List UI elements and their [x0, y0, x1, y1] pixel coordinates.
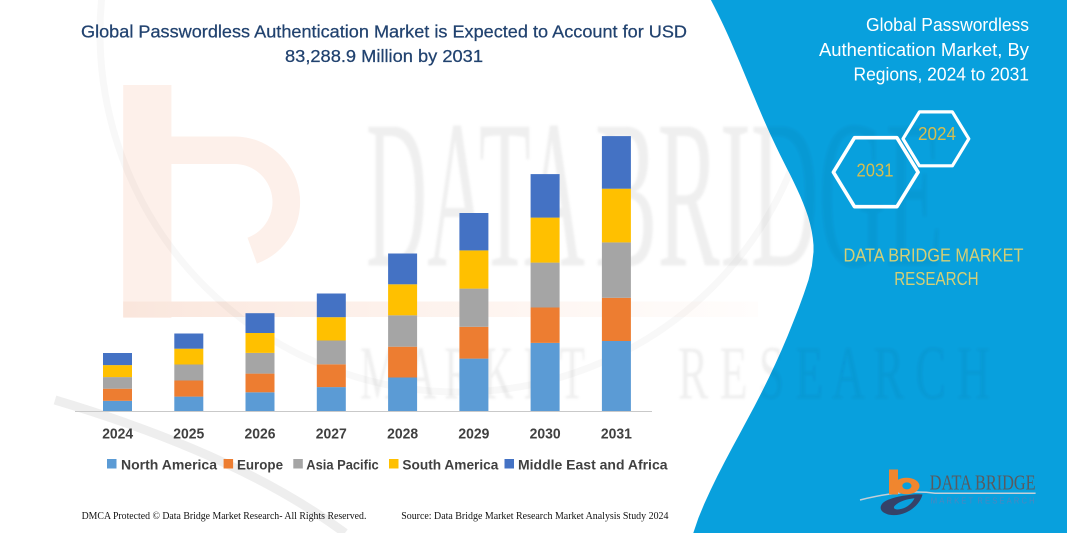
svg-text:2028: 2028: [387, 427, 418, 443]
svg-text:DMCA Protected © Data Bridge M: DMCA Protected © Data Bridge Market Rese…: [82, 510, 367, 522]
svg-text:Source: Data Bridge Market Res: Source: Data Bridge Market Research Mark…: [401, 510, 669, 522]
svg-text:Europe: Europe: [237, 458, 283, 473]
svg-text:Global Passwordless: Global Passwordless: [866, 15, 1029, 35]
svg-text:2024: 2024: [918, 124, 956, 144]
svg-text:Asia Pacific: Asia Pacific: [306, 458, 379, 473]
svg-text:2027: 2027: [316, 427, 347, 443]
svg-text:2025: 2025: [173, 427, 204, 443]
svg-text:DATA BRIDGE MARKET: DATA BRIDGE MARKET: [844, 245, 1024, 266]
svg-text:2024: 2024: [102, 427, 133, 443]
svg-text:Global Passwordless Authentica: Global Passwordless Authentication Marke…: [81, 21, 687, 41]
svg-text:North America: North America: [121, 458, 218, 473]
svg-text:2026: 2026: [245, 427, 276, 443]
svg-text:Middle East and Africa: Middle East and Africa: [518, 458, 668, 473]
svg-text:2029: 2029: [458, 427, 489, 443]
svg-text:2031: 2031: [601, 427, 632, 443]
svg-text:M A R K E T R E S E A R C H: M A R K E T R E S E A R C H: [931, 496, 1035, 505]
svg-text:2030: 2030: [530, 427, 561, 443]
svg-text:DATA BRIDGE: DATA BRIDGE: [930, 471, 1036, 495]
svg-text:2031: 2031: [857, 161, 894, 181]
svg-text:83,288.9 Million by 2031: 83,288.9 Million by 2031: [285, 46, 483, 66]
svg-text:South America: South America: [402, 458, 498, 473]
svg-text:RESEARCH: RESEARCH: [894, 268, 978, 289]
svg-text:Regions, 2024 to 2031: Regions, 2024 to 2031: [854, 65, 1030, 85]
svg-text:Authentication Market, By: Authentication Market, By: [819, 40, 1029, 60]
